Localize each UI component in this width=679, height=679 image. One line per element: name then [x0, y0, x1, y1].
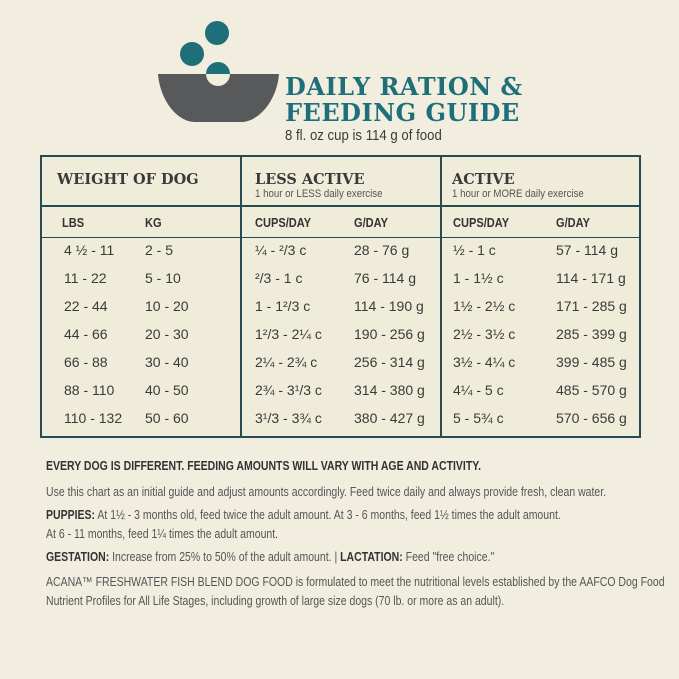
col-active-g: G/DAY: [556, 215, 590, 230]
table-cell: 570 - 656 g: [556, 410, 627, 426]
table-cell: 5 - 10: [145, 270, 181, 286]
table-cell: 28 - 76 g: [354, 242, 410, 258]
table-cell: 171 - 285 g: [556, 298, 627, 314]
table-cell: 1 - 1½ c: [453, 270, 504, 286]
group-less-active: LESS ACTIVE: [255, 171, 365, 188]
table-cell: 2½ - 3½ c: [453, 326, 516, 342]
notes-general: Use this chart as an initial guide and a…: [46, 485, 607, 499]
table-cell: 66 - 88: [64, 354, 108, 370]
table-cell: 76 - 114 g: [354, 270, 417, 286]
table-cell: ½ - 1 c: [453, 242, 496, 258]
notes-aafco-2: Nutrient Profiles for All Life Stages, i…: [46, 594, 505, 608]
table-cell: 399 - 485 g: [556, 354, 627, 370]
title-line-2: FEEDING GUIDE: [285, 98, 520, 127]
col-active-cups: CUPS/DAY: [453, 215, 510, 230]
table-cell: 256 - 314 g: [354, 354, 425, 370]
table-cell: 88 - 110: [64, 382, 115, 398]
table-cell: 1 - 1²/3 c: [255, 298, 311, 314]
puppies-label: PUPPIES:: [46, 508, 96, 522]
bowl-with-kibble-icon: [158, 21, 279, 122]
table-cell: 4 ½ - 11: [64, 242, 115, 258]
table-cell: 5 - 5¾ c: [453, 410, 504, 426]
notes-heading: EVERY DOG IS DIFFERENT. FEEDING AMOUNTS …: [46, 459, 482, 473]
table-cell: 1²/3 - 2¼ c: [255, 326, 322, 342]
col-less-cups: CUPS/DAY: [255, 215, 312, 230]
table-cell: 2¾ - 3¹/3 c: [255, 382, 322, 398]
table-cell: 314 - 380 g: [354, 382, 425, 398]
feeding-table: WEIGHT OF DOG LESS ACTIVE 1 hour or LESS…: [40, 155, 641, 438]
table-cell: 30 - 40: [145, 354, 189, 370]
group-active: ACTIVE: [452, 171, 515, 188]
subtitle: 8 fl. oz cup is 114 g of food: [285, 127, 442, 144]
table-cell: 485 - 570 g: [556, 382, 627, 398]
title-line-1: DAILY RATION &: [285, 72, 523, 101]
table-cell: 44 - 66: [64, 326, 108, 342]
table-cell: 190 - 256 g: [354, 326, 425, 342]
table-cell: 2¼ - 2¾ c: [255, 354, 318, 370]
notes-gestation: GESTATION: Increase from 25% to 50% of t…: [46, 550, 495, 564]
col-lbs: LBS: [62, 215, 85, 230]
table-cell: 50 - 60: [145, 410, 189, 426]
table-cell: 285 - 399 g: [556, 326, 627, 342]
table-cell: 4¼ - 5 c: [453, 382, 504, 398]
table-cell: ²/3 - 1 c: [255, 270, 303, 286]
table-cell: ¼ - ²/3 c: [255, 242, 307, 258]
table-cell: 57 - 114 g: [556, 242, 619, 258]
table-cell: 114 - 171 g: [556, 270, 626, 286]
col-less-g: G/DAY: [354, 215, 388, 230]
group-active-subtitle: 1 hour or MORE daily exercise: [452, 188, 584, 200]
group-less-active-subtitle: 1 hour or LESS daily exercise: [255, 188, 383, 200]
table-cell: 3¹/3 - 3¾ c: [255, 410, 322, 426]
group-weight: WEIGHT OF DOG: [57, 171, 199, 188]
table-cell: 40 - 50: [145, 382, 189, 398]
col-kg: KG: [145, 215, 162, 230]
table-cell: 10 - 20: [145, 298, 189, 314]
table-cell: 22 - 44: [64, 298, 108, 314]
notes-puppies-2: At 6 - 11 months, feed 1¼ times the adul…: [46, 527, 279, 541]
notes-aafco-1: ACANA™ FRESHWATER FISH BLEND DOG FOOD is…: [46, 575, 665, 589]
notes-puppies: PUPPIES: At 1½ - 3 months old, feed twic…: [46, 508, 561, 522]
table-cell: 2 - 5: [145, 242, 174, 258]
table-cell: 20 - 30: [145, 326, 189, 342]
table-cell: 380 - 427 g: [354, 410, 425, 426]
table-cell: 1½ - 2½ c: [453, 298, 516, 314]
table-cell: 110 - 132: [64, 410, 123, 426]
table-cell: 11 - 22: [64, 270, 107, 286]
table-cell: 3½ - 4¼ c: [453, 354, 516, 370]
table-cell: 114 - 190 g: [354, 298, 424, 314]
